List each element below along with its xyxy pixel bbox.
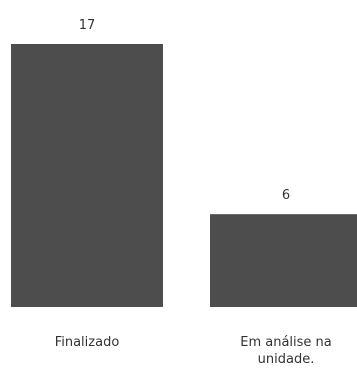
category-label-0-line-0: Finalizado <box>55 335 120 350</box>
category-label-0: Finalizado <box>55 335 120 350</box>
category-label-1: Em análise na unidade. <box>240 335 332 367</box>
data-labels-group: 17 6 <box>79 18 290 203</box>
data-label-1: 6 <box>282 188 290 203</box>
data-label-0: 17 <box>79 18 96 33</box>
bar-0 <box>11 44 163 307</box>
category-label-1-line-0: Em análise na <box>240 335 332 350</box>
bar-1 <box>210 214 357 307</box>
category-label-1-line-1: unidade. <box>258 352 315 367</box>
category-labels-group: Finalizado Em análise na unidade. <box>55 335 332 367</box>
bars-group <box>11 44 357 307</box>
